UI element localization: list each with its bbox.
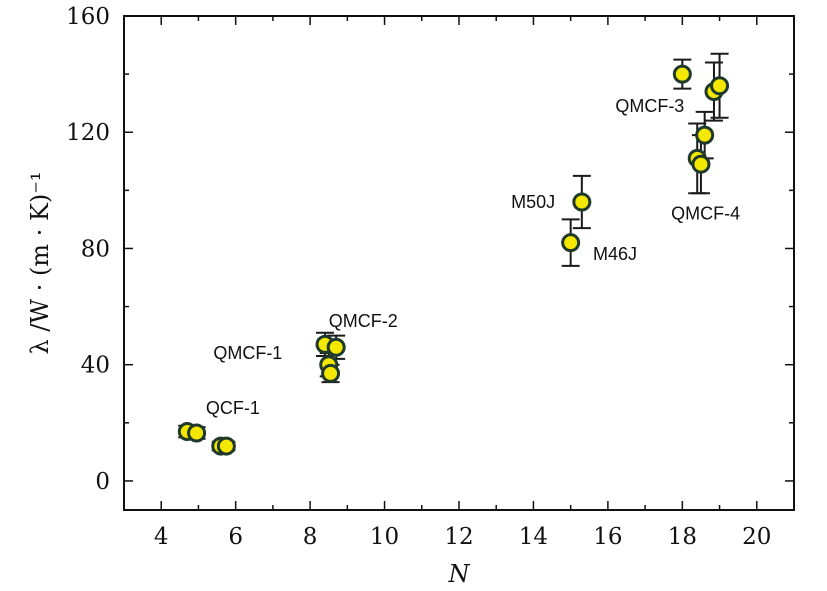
point-annotation: QMCF-3 bbox=[615, 96, 684, 116]
y-tick-label: 40 bbox=[81, 353, 110, 379]
data-point bbox=[561, 233, 581, 253]
data-point bbox=[216, 436, 236, 456]
point-annotation: QMCF-2 bbox=[329, 311, 398, 331]
y-axis-title: λ /W · (m · K)⁻¹ bbox=[26, 171, 54, 354]
x-tick-label: 16 bbox=[593, 524, 622, 550]
data-point bbox=[572, 192, 592, 212]
x-tick-label: 10 bbox=[370, 524, 399, 550]
point-annotation: M50J bbox=[511, 192, 555, 212]
x-axis-title: N bbox=[448, 560, 471, 588]
data-point bbox=[187, 423, 207, 443]
point-annotation: QMCF-1 bbox=[213, 343, 282, 363]
y-tick-label: 120 bbox=[66, 120, 110, 146]
point-annotation: QMCF-4 bbox=[671, 203, 740, 223]
point-annotation: QCF-1 bbox=[206, 398, 260, 418]
x-tick-label: 4 bbox=[154, 524, 169, 550]
annotations: QCF-1 QMCF-1 QMCF-2 M50J M46J QMCF-3 QMCF-4 bbox=[206, 96, 740, 418]
data-point bbox=[710, 76, 730, 96]
point-annotation: M46J bbox=[593, 244, 637, 264]
data-points bbox=[177, 64, 730, 456]
y-tick-label: 80 bbox=[81, 236, 110, 262]
x-tick-label: 20 bbox=[742, 524, 771, 550]
x-tick-label: 6 bbox=[228, 524, 243, 550]
x-tick-label: 14 bbox=[519, 524, 548, 550]
x-tick-label: 18 bbox=[668, 524, 697, 550]
x-tick-label: 8 bbox=[303, 524, 318, 550]
axis-ticks bbox=[123, 15, 795, 510]
data-point bbox=[321, 363, 341, 383]
tick-labels: 4 6 8 10 12 14 16 18 20 0 40 80 120 160 bbox=[66, 4, 771, 550]
data-point bbox=[695, 125, 715, 145]
plot-frame bbox=[123, 15, 795, 511]
data-point bbox=[672, 64, 692, 84]
data-point bbox=[691, 154, 711, 174]
y-tick-label: 160 bbox=[66, 4, 110, 30]
y-tick-label: 0 bbox=[95, 469, 110, 495]
data-point bbox=[326, 337, 346, 357]
x-tick-label: 12 bbox=[444, 524, 473, 550]
